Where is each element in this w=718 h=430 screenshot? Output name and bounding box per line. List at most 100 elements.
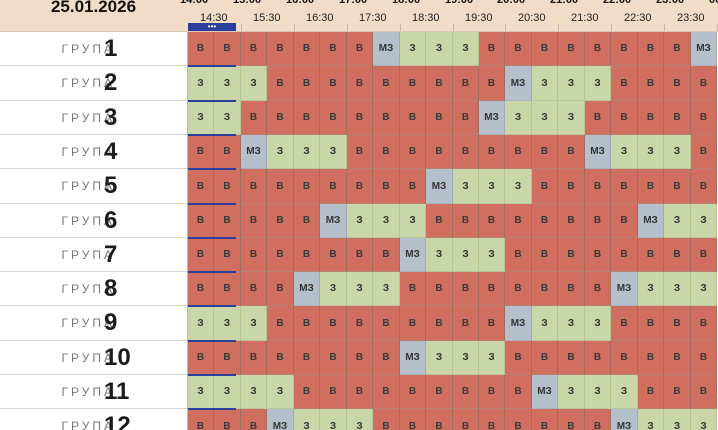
schedule-cell[interactable]: З xyxy=(664,409,691,430)
schedule-cell[interactable]: З xyxy=(214,101,241,135)
schedule-cell[interactable]: В xyxy=(558,272,585,306)
schedule-cell[interactable]: В xyxy=(426,204,453,238)
schedule-cell[interactable]: В xyxy=(532,238,558,272)
schedule-cell[interactable]: В xyxy=(691,101,717,135)
schedule-cell[interactable]: В xyxy=(320,66,347,101)
schedule-cell[interactable]: В xyxy=(188,204,214,238)
schedule-cell[interactable]: В xyxy=(400,375,426,409)
schedule-cell[interactable]: В xyxy=(241,169,267,204)
schedule-cell[interactable]: В xyxy=(214,272,241,306)
schedule-cell[interactable]: В xyxy=(611,204,638,238)
schedule-cell[interactable]: В xyxy=(320,341,347,375)
schedule-cell[interactable]: В xyxy=(241,272,267,306)
schedule-cell[interactable]: З xyxy=(241,66,267,101)
schedule-cell[interactable]: В xyxy=(347,32,373,66)
schedule-cell[interactable]: В xyxy=(479,32,505,66)
group-label[interactable]: ГРУПА 7 xyxy=(0,238,187,272)
schedule-cell[interactable]: В xyxy=(320,306,347,341)
schedule-cell[interactable]: З xyxy=(505,101,532,135)
schedule-cell[interactable]: З xyxy=(558,66,585,101)
schedule-cell[interactable]: В xyxy=(373,169,400,204)
schedule-cell[interactable]: В xyxy=(638,375,664,409)
schedule-cell[interactable]: В xyxy=(479,375,505,409)
schedule-cell[interactable]: В xyxy=(505,135,532,169)
schedule-cell[interactable]: В xyxy=(347,66,373,101)
schedule-cell[interactable]: З xyxy=(453,238,479,272)
schedule-cell[interactable]: МЗ xyxy=(505,306,532,341)
schedule-cell[interactable]: З xyxy=(347,409,373,430)
schedule-cell[interactable]: В xyxy=(664,101,691,135)
schedule-cell[interactable]: З xyxy=(611,135,638,169)
schedule-cell[interactable]: В xyxy=(188,32,214,66)
schedule-cell[interactable]: МЗ xyxy=(691,32,717,66)
schedule-cell[interactable]: В xyxy=(400,169,426,204)
schedule-cell[interactable]: З xyxy=(453,169,479,204)
schedule-cell[interactable]: В xyxy=(505,375,532,409)
schedule-cell[interactable]: З xyxy=(320,135,347,169)
group-label[interactable]: ГРУПА 5 xyxy=(0,169,187,204)
schedule-cell[interactable]: В xyxy=(505,272,532,306)
schedule-cell[interactable]: З xyxy=(691,272,717,306)
schedule-cell[interactable]: З xyxy=(267,375,294,409)
schedule-cell[interactable]: В xyxy=(611,306,638,341)
schedule-cell[interactable]: З xyxy=(241,375,267,409)
schedule-cell[interactable]: В xyxy=(400,66,426,101)
schedule-cell[interactable]: В xyxy=(664,32,691,66)
schedule-cell[interactable]: МЗ xyxy=(294,272,320,306)
schedule-cell[interactable]: В xyxy=(505,238,532,272)
schedule-cell[interactable]: З xyxy=(214,66,241,101)
current-slot-marker[interactable]: ••• xyxy=(188,23,236,31)
schedule-cell[interactable]: В xyxy=(241,341,267,375)
schedule-cell[interactable]: З xyxy=(373,204,400,238)
group-label[interactable]: ГРУПА 3 xyxy=(0,101,187,135)
schedule-cell[interactable]: В xyxy=(638,306,664,341)
schedule-cell[interactable]: З xyxy=(214,375,241,409)
schedule-cell[interactable]: В xyxy=(294,169,320,204)
schedule-cell[interactable]: В xyxy=(558,169,585,204)
schedule-cell[interactable]: З xyxy=(347,204,373,238)
schedule-cell[interactable]: МЗ xyxy=(373,32,400,66)
schedule-cell[interactable]: В xyxy=(691,306,717,341)
group-label[interactable]: ГРУПА 2 xyxy=(0,66,187,101)
schedule-cell[interactable]: З xyxy=(320,272,347,306)
schedule-cell[interactable]: МЗ xyxy=(426,169,453,204)
schedule-cell[interactable]: В xyxy=(426,135,453,169)
schedule-cell[interactable]: МЗ xyxy=(320,204,347,238)
schedule-cell[interactable]: В xyxy=(188,238,214,272)
schedule-cell[interactable]: З xyxy=(267,135,294,169)
schedule-cell[interactable]: З xyxy=(320,409,347,430)
schedule-cell[interactable]: В xyxy=(241,32,267,66)
group-label[interactable]: ГРУПА 1 xyxy=(0,32,187,66)
schedule-cell[interactable]: В xyxy=(214,169,241,204)
schedule-cell[interactable]: В xyxy=(267,341,294,375)
schedule-cell[interactable]: В xyxy=(400,409,426,430)
schedule-cell[interactable]: З xyxy=(479,169,505,204)
schedule-cell[interactable]: В xyxy=(426,306,453,341)
schedule-cell[interactable]: В xyxy=(188,341,214,375)
schedule-cell[interactable]: В xyxy=(691,341,717,375)
schedule-cell[interactable]: В xyxy=(347,169,373,204)
schedule-cell[interactable]: В xyxy=(347,306,373,341)
schedule-cell[interactable]: МЗ xyxy=(585,135,611,169)
schedule-cell[interactable]: В xyxy=(638,169,664,204)
schedule-cell[interactable]: В xyxy=(347,135,373,169)
schedule-cell[interactable]: МЗ xyxy=(505,66,532,101)
schedule-cell[interactable]: З xyxy=(188,101,214,135)
schedule-cell[interactable]: В xyxy=(267,32,294,66)
schedule-cell[interactable]: В xyxy=(479,135,505,169)
schedule-cell[interactable]: В xyxy=(585,101,611,135)
schedule-cell[interactable]: В xyxy=(638,32,664,66)
schedule-cell[interactable]: З xyxy=(426,238,453,272)
schedule-cell[interactable]: З xyxy=(400,204,426,238)
schedule-cell[interactable]: В xyxy=(664,306,691,341)
schedule-cell[interactable]: В xyxy=(611,169,638,204)
schedule-cell[interactable]: З xyxy=(558,101,585,135)
schedule-cell[interactable]: В xyxy=(426,272,453,306)
schedule-cell[interactable]: З xyxy=(532,66,558,101)
schedule-cell[interactable]: В xyxy=(373,409,400,430)
schedule-cell[interactable]: В xyxy=(505,32,532,66)
schedule-cell[interactable]: В xyxy=(426,375,453,409)
schedule-cell[interactable]: В xyxy=(373,66,400,101)
schedule-cell[interactable]: В xyxy=(267,306,294,341)
schedule-cell[interactable]: З xyxy=(426,32,453,66)
